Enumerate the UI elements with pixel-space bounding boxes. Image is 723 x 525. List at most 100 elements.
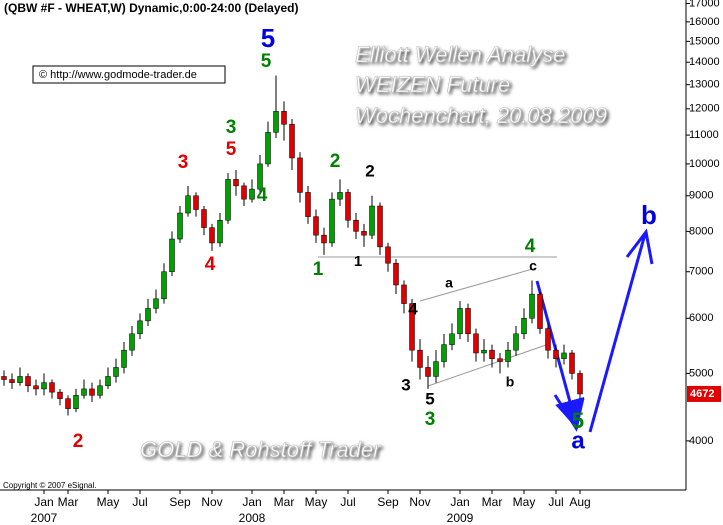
y-tick-label: 6000: [689, 312, 713, 324]
candle-body: [89, 388, 95, 396]
wave-label: 3: [178, 152, 189, 173]
candle-body: [201, 209, 207, 228]
wave-label: 5: [572, 408, 584, 433]
candle-body: [433, 361, 439, 377]
wave-label: a: [445, 275, 453, 291]
candle-body: [481, 349, 487, 354]
candle-body: [185, 195, 191, 214]
candle-body: [265, 132, 271, 165]
candle-body: [121, 349, 127, 368]
trendline: [427, 344, 547, 387]
wave-label: c: [529, 258, 537, 274]
x-tick-label: May: [305, 495, 328, 509]
candle-body: [217, 219, 223, 244]
candle-body: [489, 349, 495, 359]
year-label: 2008: [239, 511, 266, 525]
candle-body: [329, 198, 335, 244]
candle-body: [249, 188, 255, 200]
candle-body: [289, 124, 295, 159]
candle-body: [161, 271, 167, 300]
candle-body: [225, 179, 231, 221]
candle-body: [105, 376, 111, 387]
arrow-head: [625, 228, 654, 265]
y-tick-label: 11000: [689, 129, 719, 141]
candle-body: [465, 308, 471, 335]
x-tick-label: Jul: [340, 495, 355, 509]
x-tick-label: Jul: [132, 495, 147, 509]
candle-body: [297, 157, 303, 193]
y-tick-label: 5000: [689, 367, 713, 379]
x-tick-label: May: [513, 495, 536, 509]
x-tick-label: Jan: [242, 495, 261, 509]
wave-label: 5: [261, 23, 275, 53]
candle-body: [193, 195, 199, 210]
overlay-title: Elliott Wellen Analyse: [355, 42, 565, 67]
candle-body: [321, 234, 327, 244]
candle-body: [473, 333, 479, 354]
wave-label: 2: [365, 161, 374, 180]
candle-body: [377, 205, 383, 248]
candle-body: [25, 376, 31, 387]
wave-label: 2: [73, 431, 84, 452]
candle-body: [441, 344, 447, 362]
wave-label: 4: [525, 236, 536, 257]
candle-body: [57, 391, 63, 399]
y-tick-label: 8000: [689, 225, 713, 237]
candle-body: [385, 246, 391, 264]
candle-body: [233, 179, 239, 187]
wave-label: 5: [226, 139, 237, 160]
wave-label: 3: [226, 117, 237, 138]
candle-body: [569, 352, 575, 374]
candle-body: [369, 205, 375, 236]
candle-body: [401, 284, 407, 304]
arrow-head: [553, 394, 585, 432]
candle-body: [33, 385, 39, 390]
candle-body: [521, 318, 527, 335]
candle-body: [113, 367, 119, 377]
y-tick-label: 17000: [689, 0, 720, 9]
candle-body: [337, 192, 343, 200]
x-tick-label: Aug: [569, 495, 590, 509]
candle-body: [273, 111, 279, 133]
year-label: 2009: [447, 511, 474, 525]
candle-body: [417, 349, 423, 368]
wave-label: 1: [354, 253, 362, 270]
wave-label: 4: [205, 254, 216, 275]
candle-body: [257, 163, 263, 190]
x-tick-label: May: [97, 495, 120, 509]
x-tick-label: Nov: [201, 495, 222, 509]
candle-body: [457, 308, 463, 335]
wave-label: 5: [425, 389, 434, 408]
x-tick-label: Mar: [58, 495, 79, 509]
wave-label: a: [571, 427, 585, 454]
candle-body: [73, 395, 79, 409]
candle-body: [41, 382, 47, 390]
candle-body: [553, 349, 559, 359]
y-tick-label: 10000: [689, 158, 720, 170]
candle-body: [361, 231, 367, 236]
x-tick-label: Mar: [482, 495, 503, 509]
x-tick-label: Jul: [548, 495, 563, 509]
y-tick-label: 13000: [689, 79, 720, 91]
overlay-title: WEIZEN Future: [355, 72, 510, 97]
trendline: [419, 267, 537, 302]
candle-body: [81, 388, 87, 396]
source-box: [32, 65, 226, 84]
candle-body: [129, 333, 135, 351]
candle-body: [153, 298, 159, 309]
y-tick-label: 15000: [689, 35, 720, 47]
candle-body: [513, 333, 519, 351]
x-tick-label: Jan: [34, 495, 53, 509]
candle-body: [177, 212, 183, 240]
x-tick-label: Jan: [450, 495, 469, 509]
y-tick-label: 4000: [689, 435, 713, 447]
candle-body: [137, 320, 143, 335]
candle-body: [313, 216, 319, 236]
arrow: [588, 233, 647, 433]
overlay-title: Wochenchart, 20.08.2009: [355, 103, 607, 128]
wave-label: 4: [408, 299, 418, 318]
x-tick-label: Mar: [274, 495, 295, 509]
candle-body: [49, 382, 55, 393]
